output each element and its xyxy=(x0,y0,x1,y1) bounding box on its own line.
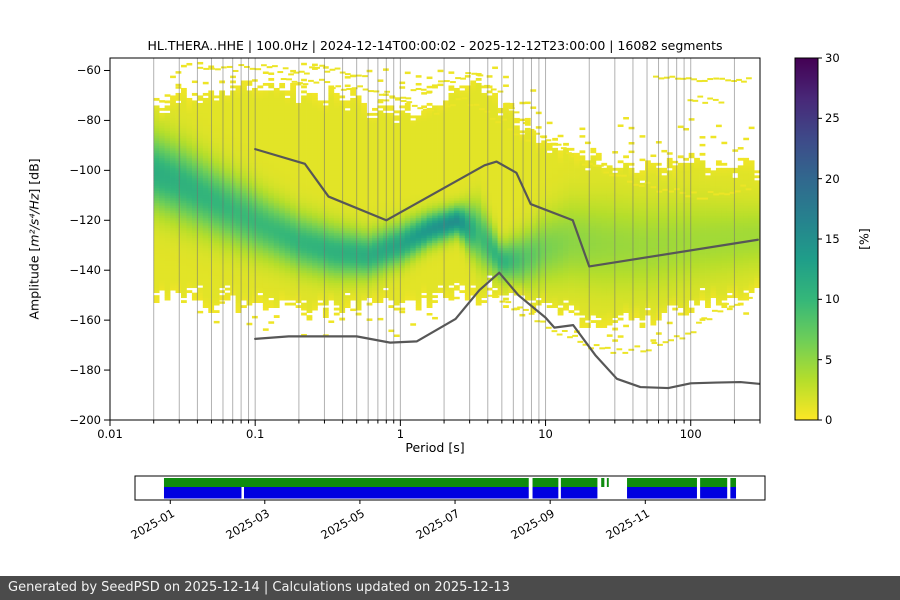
y-tick-label: −100 xyxy=(69,163,101,178)
footer-text: Generated by SeedPSD on 2025-12-14 | Cal… xyxy=(8,580,510,595)
y-axis-label: Amplitude [m²/s⁴/Hz] [dB] xyxy=(27,158,42,319)
x-tick-label: 0.1 xyxy=(246,427,265,441)
colorbar-tick-label: 20 xyxy=(825,171,840,186)
colorbar-tick-label: 25 xyxy=(825,111,840,126)
y-tick-label: −140 xyxy=(69,263,101,278)
colorbar-tick-label: 0 xyxy=(825,413,833,427)
y-axis-label-prefix: Amplitude [ xyxy=(26,246,42,320)
y-tick-label: −60 xyxy=(76,63,101,78)
x-tick-label: 100 xyxy=(679,427,702,441)
colorbar-tick-label: 15 xyxy=(825,232,840,246)
colorbar-tick-label: 30 xyxy=(825,51,840,65)
y-tick-label: −80 xyxy=(76,113,101,128)
footer-bar: Generated by SeedPSD on 2025-12-14 | Cal… xyxy=(0,576,900,600)
y-tick-label: −160 xyxy=(69,313,101,328)
x-tick-label: 0.01 xyxy=(97,427,123,441)
y-tick-label: −180 xyxy=(69,363,101,378)
y-axis-label-math: m²/s⁴/Hz xyxy=(26,193,42,247)
colorbar-tick-label: 5 xyxy=(825,352,833,367)
y-tick-label: −200 xyxy=(69,413,101,427)
colorbar-tick-label: 10 xyxy=(825,292,840,307)
x-axis-label: Period [s] xyxy=(405,440,465,455)
y-axis-label-suffix: ] [dB] xyxy=(26,158,42,194)
x-tick-label: 10 xyxy=(538,427,553,441)
plot-title: HL.THERA..HHE | 100.0Hz | 2024-12-14T00:… xyxy=(147,38,723,53)
x-tick-label: 1 xyxy=(396,427,405,441)
ppsd-figure-canvas xyxy=(0,0,900,576)
y-tick-label: −120 xyxy=(69,213,101,228)
colorbar-label: [%] xyxy=(856,228,872,250)
